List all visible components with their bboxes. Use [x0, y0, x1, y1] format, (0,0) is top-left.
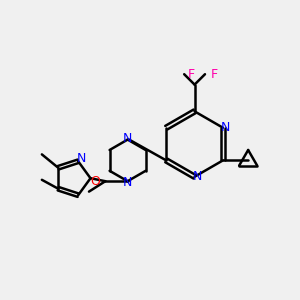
Text: N: N: [123, 176, 132, 189]
Text: N: N: [76, 152, 86, 165]
Text: N: N: [123, 132, 132, 145]
Text: N: N: [220, 121, 230, 134]
Text: N: N: [192, 170, 202, 183]
Text: F: F: [188, 68, 195, 81]
Text: F: F: [211, 68, 218, 81]
Text: O: O: [90, 175, 100, 188]
